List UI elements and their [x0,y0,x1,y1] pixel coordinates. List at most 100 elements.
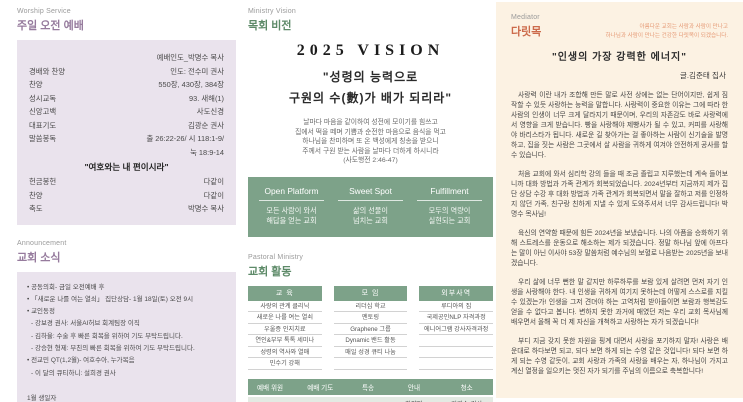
worship-row-label: 찬양 [29,190,43,200]
pillar-description: 모든 사람이 와서 해답을 얻는 교회 [266,205,317,226]
worship-row-label: 신앙고백 [29,107,57,116]
vision-section-label-en: Ministry Vision [248,8,296,15]
pillar-open-platform: Open Platform 모든 사람이 와서 해답을 얻는 교회 [252,186,331,227]
worship-row-value: 다같이 [203,177,224,186]
table-row: 매일 성경 큐티 나눔 [333,347,408,359]
ministry-section-label-en: Pastoral Ministry [248,253,304,261]
essay-paragraph: 우리 삶에 너무 뻔한 말 같지만 하루하루를 보람 있게 살려면 먼저 자기 … [511,279,728,326]
worship-row: 예배인도_박명수 목사 [29,51,224,65]
table-row [419,335,494,347]
mediator-section-title: 다릿목 [511,26,542,38]
pillar-description: 모두의 역량이 실현되는 교회 [428,205,471,226]
announcement-section-label-en: Announcement [17,239,67,247]
table-header: 외부사역 [419,285,494,301]
worship-section-title: 주일 오전 예배 [17,20,84,32]
duty-cell: 김광순 권사 박선달 명예집사 [440,397,493,402]
worship-row: 축도 박명수 목사 [29,202,224,216]
pillar-sweet-spot: Sweet Spot 삶의 선물이 넘치는 교회 [331,186,410,227]
vision-quote-line: "성령의 능력으로 [322,70,419,84]
worship-row: 대표기도 김광순 권사 [29,119,224,133]
duty-roster-table: 예배 위원 예배 기도 특송 안내 청소 이번주 김광순 권사 다같이 찬양팀 … [248,378,493,402]
worship-row: 찬양 550장, 430장, 384장 [29,78,224,92]
ministry-section-title: 교회 활동 [248,265,292,278]
duty-table-header: 예배 위원 예배 기도 특송 안내 청소 [248,378,493,395]
table-row: 멘토링 [333,312,408,324]
vision-pillars-table: Open Platform 모든 사람이 와서 해답을 얻는 교회 Sweet … [248,176,493,237]
worship-row-value: 550장, 430장, 384장 [158,80,224,89]
worship-row: 헌금봉헌 다같이 [29,175,224,189]
worship-row-value: 다같이 [203,190,224,200]
announcement-item: • 전교민 QT(1,2월)- 여호수아, 누가복음 [27,357,135,365]
vision-quote: "성령의 능력으로 구원의 수(數)가 배가 되리라" [248,67,493,109]
duty-cell: 찬양팀 출석팀 [388,397,441,402]
birthday-note: 1월 생일자 [27,394,57,402]
worship-row-value: 김광순 권사 [187,120,224,130]
worship-row: 경배와 찬양 인도: 전수미 권사 [29,65,224,79]
worship-section-label-en: Worship Service [17,8,71,15]
announcement-item: • 교인동정 [27,308,56,316]
table-row [333,358,408,370]
duty-col-header: 안내 [407,384,421,392]
worship-row: 신앙고백 사도신경 [29,105,224,119]
table-row: 성령의 역사와 열매 [248,347,322,359]
duty-col-header: 청소 [460,384,473,392]
table-row: Dynamic 밴드 활동 [333,335,408,347]
announcement-subitem: - 강승현 형제: 부친의 빠른 회복을 위하여 기도 부탁드립니다. [31,344,195,352]
essay-title: "인생의 가장 강력한 에너지" [551,52,688,63]
worship-row-value: 사도신경 [196,107,224,116]
table-row [419,358,494,370]
essay-paragraph: 부디 지금 갖지 못한 자원을 핑계 대면서 사랑을 포기하지 말자! 사랑은 … [511,338,728,375]
mediator-header: Mediator 다릿목 아름다운 교회는 사람과 사람이 만나고 하나님과 사… [511,14,728,40]
worship-row-label: 찬양 [29,80,43,89]
pillar-fulfillment: Fulfillment 모두의 역량이 실현되는 교회 [410,186,489,227]
worship-row-scripture: 말씀봉독 출 26:22-26/ 시 118:1-9/ 눅 18:9-14 [29,132,224,159]
worship-row-label: 성시교독 [29,93,57,103]
pillar-title: Fulfillment [417,186,482,201]
duty-col-header: 예배 위원 [256,384,284,392]
worship-row-value: 박명수 목사 [187,204,224,213]
table-header: 교 육 [248,285,322,301]
announcement-subitem: - 강보경 권사: 서울AI허브 회계팀장 이직 [31,320,140,328]
meeting-table: 모 임 리더십 학교 멘토링 Graphene 그룹 Dynamic 밴드 활동… [333,285,408,370]
sermon-title: "여호와는 내 편이시라" [84,162,169,172]
duty-col-header: 특송 [361,384,375,392]
announcement-item: • 「새로운 나를 여는 열쇠」 집단상담- 1월 18일(토) 오전 9시 [27,295,194,303]
table-row: 새로운 나를 여는 열쇠 [248,312,322,324]
pillar-title: Open Platform [259,186,324,201]
table-row: 에니어그램 강사자격과정 [419,324,494,336]
essay-paragraph: 처음 교회에 와서 심리학 강의 들을 때 조금 졸립고 지루했는데 계속 들어… [511,171,728,218]
table-row: 국제공인NLP 자격과정 [419,312,494,324]
table-row: 사랑의 관계 클리닉 [248,301,322,313]
education-table: 교 육 사랑의 관계 클리닉 새로운 나를 여는 열쇠 우울증 인지치료 연인&… [248,285,322,370]
table-row: 리더십 학교 [333,301,408,313]
essay-paragraph: 육신의 연약함 때문에 힘든 2024년을 보냈습니다. 나의 아픔을 승화하기… [511,230,728,267]
worship-column: Worship Service 주일 오전 예배 예배인도_박명수 목사 경배와… [17,8,236,402]
table-row: Graphene 그룹 [333,324,408,336]
mediator-heading: Mediator 다릿목 [511,14,541,40]
worship-row-value: 예배인도_박명수 목사 [156,53,224,62]
pillar-description: 삶의 선물이 넘치는 교회 [352,205,389,226]
worship-row-label: 대표기도 [29,120,57,130]
duty-col-header: 예배 기도 [307,384,334,392]
table-header: 모 임 [333,285,408,301]
worship-row-label: 말씀봉독 [29,134,57,143]
mediator-column: Mediator 다릿목 아름다운 교회는 사람과 사람이 만나고 하나님과 사… [496,2,743,398]
worship-row: 성시교독 93. 새해(1) [29,92,224,106]
worship-row-value: 인도: 전수미 권사 [170,66,224,76]
worship-row-label: 헌금봉헌 [29,177,57,186]
pillar-title: Sweet Spot [338,186,403,201]
essay-paragraph: 사랑력 이란 내가 조합해 만든 말로 사전 상에는 없는 단어이지만, 쉽게 … [511,92,728,159]
announcement-subitem: - 이 달의 큐티하니: 설희경 권사 [31,369,116,377]
mediator-section-label-en: Mediator [511,14,540,21]
vision-column: Ministry Vision 목회 비전 2025 VISION "성령의 능… [248,8,494,402]
table-row: 연인&부부 톡톡 세미나 [248,335,322,347]
table-row: 민수기 강해 [248,358,322,370]
worship-row-value: 93. 새해(1) [189,93,224,103]
vision-section-title: 목회 비전 [248,20,292,32]
vision-year-title: 2025 VISION [296,42,445,59]
announcement-card: • 공동의회- 금일 오전예배 후 • 「새로운 나를 여는 열쇠」 집단상담-… [17,271,236,402]
scripture-reference: 출 26:22-26/ 시 118:1-9/ 눅 18:9-14 [146,134,224,157]
announcement-subitem: - 김하율: 수술 후 빠른 회복을 위하여 기도 부탁드립니다. [31,332,183,340]
essay-byline: 글.김준태 집사 [679,71,726,80]
